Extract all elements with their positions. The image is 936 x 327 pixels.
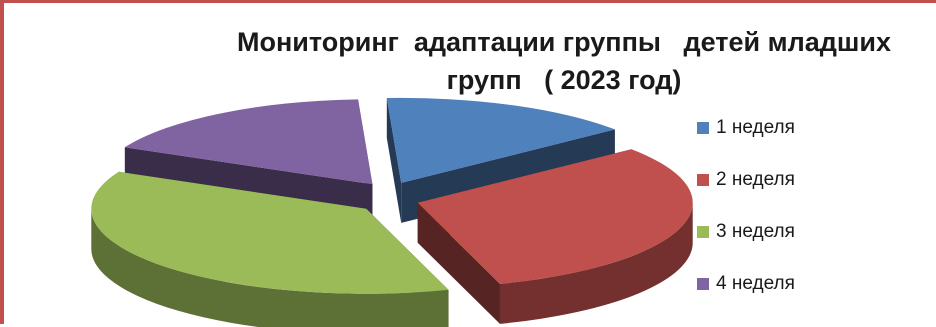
legend-swatch — [697, 226, 709, 238]
legend-item: 1 неделя — [697, 117, 795, 138]
legend-label: 2 неделя — [716, 169, 795, 190]
slice-top — [124, 99, 373, 185]
legend-item: 2 неделя — [697, 169, 795, 190]
chart-title: Мониторинг адаптации группы детей младши… — [236, 27, 892, 95]
slice-rim — [499, 202, 693, 324]
slice-top — [417, 149, 693, 284]
slice-wall — [417, 202, 500, 324]
legend-label: 3 неделя — [716, 221, 795, 242]
legend-swatch — [697, 122, 709, 134]
legend-swatch — [697, 174, 709, 186]
legend-item: 3 неделя — [697, 221, 795, 242]
legend-item: 4 неделя — [697, 273, 795, 294]
pie-slice — [91, 171, 449, 327]
legend-label: 1 неделя — [716, 117, 795, 138]
legend-label: 4 неделя — [716, 273, 795, 294]
slice-top — [386, 97, 615, 183]
slice-top — [91, 171, 449, 294]
slice-rim — [91, 208, 449, 327]
slice-wall — [386, 98, 402, 223]
legend-swatch — [697, 278, 709, 290]
pie-chart — [91, 97, 693, 327]
pie-slice — [417, 149, 693, 324]
legend: 1 неделя 2 неделя 3 неделя 4 неделя — [697, 117, 795, 326]
